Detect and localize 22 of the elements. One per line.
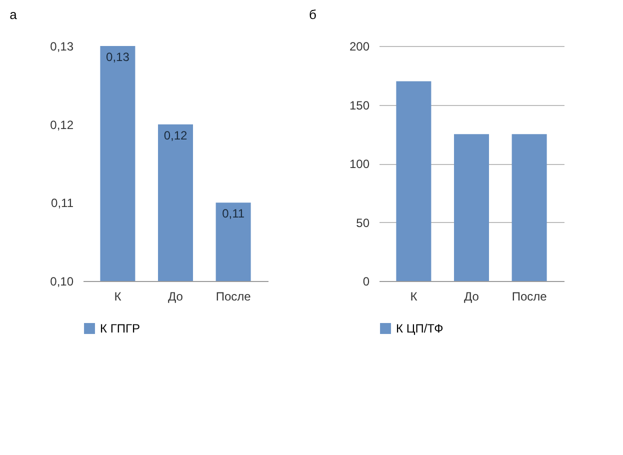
y-tick-label: 0,12 [50,118,74,132]
chart-title: а [10,7,18,22]
x-tick-label: К [114,290,122,304]
legend-label: К ЦП/ТФ [396,322,444,336]
y-tick-label: 100 [349,157,370,171]
y-tick-label: 0,13 [50,40,74,54]
x-tick-label: После [512,290,548,304]
data-label: 0,12 [164,128,188,142]
chart-title: б [308,7,316,22]
y-tick-label: 150 [349,98,370,112]
y-tick-label: 0 [362,274,370,288]
data-label: 0,11 [222,206,245,221]
y-tick-label: 0,11 [51,196,74,210]
y-tick-label: 200 [349,40,370,54]
legend-label: К ГПГР [100,322,140,336]
y-tick-label: 50 [356,216,370,230]
x-tick-label: До [464,290,480,304]
x-tick-label: До [168,290,184,304]
y-tick-label: 0,10 [50,274,74,288]
x-tick-label: К [410,290,418,304]
x-tick-label: После [216,290,252,304]
data-label: 0,13 [106,50,130,64]
